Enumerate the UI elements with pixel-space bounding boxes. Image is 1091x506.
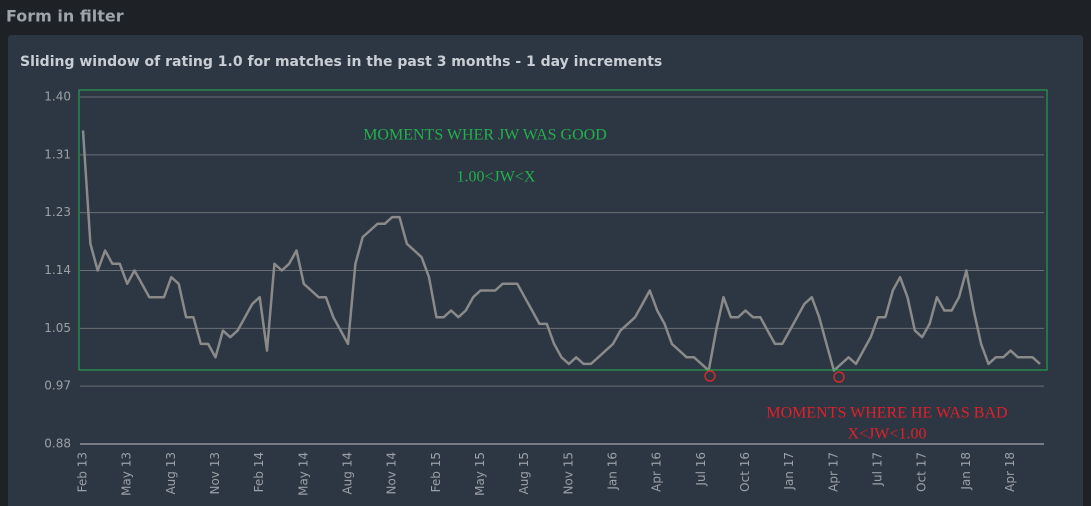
good-region-box: [78, 89, 1048, 371]
x-tick-label: Jan 18: [959, 452, 973, 491]
x-tick-label: Apr 16: [650, 452, 664, 492]
x-tick-label: Feb 15: [429, 452, 443, 492]
x-tick-label: Oct 16: [738, 452, 752, 492]
y-tick-label: 1.23: [44, 205, 71, 219]
x-tick-label: Aug 14: [341, 452, 355, 495]
x-tick-label: Jan 17: [782, 452, 796, 491]
x-tick-label: Apr 17: [826, 452, 840, 492]
y-tick-label: 1.05: [44, 321, 71, 335]
y-tick-label: 1.31: [44, 147, 71, 161]
x-tick-label: Feb 14: [252, 452, 266, 492]
x-tick-label: Aug 15: [517, 452, 531, 495]
x-tick-label: Jan 16: [606, 452, 620, 491]
annotation: X<JW<1.00: [848, 426, 927, 443]
section-title: Form in filter: [6, 7, 124, 26]
x-tick-label: Apr 18: [1003, 452, 1017, 492]
plot: 0.88 0.97 1.05 1.14 1.23 1.31 1.40 Feb 13 May 13…: [44, 90, 1044, 496]
x-tick-label: Nov 15: [561, 452, 575, 495]
x-tick-label: Nov 14: [385, 452, 399, 495]
y-tick-label: 1.40: [44, 90, 71, 104]
x-tick-label: May 15: [473, 452, 487, 496]
line-series: [81, 130, 1041, 372]
bad-marker: [833, 371, 845, 383]
y-tick-label: 1.14: [44, 263, 71, 277]
chart-title: Sliding window of rating 1.0 for matches…: [20, 54, 662, 70]
bad-marker: [704, 370, 716, 382]
x-tick-label: Aug 13: [164, 452, 178, 495]
y-tick-label: 0.97: [44, 379, 71, 393]
y-tick-label: 0.88: [44, 437, 71, 451]
x-tick-label: Nov 13: [208, 452, 222, 495]
x-tick-label: Jul 16: [694, 452, 708, 487]
x-tick-label: Feb 13: [76, 452, 90, 492]
x-tick-label: Jul 17: [871, 452, 885, 487]
x-tick-label: May 14: [296, 452, 310, 496]
x-tick-label: May 13: [120, 452, 134, 496]
annotation: MOMENTS WHER JW WAS GOOD: [363, 127, 607, 144]
annotation: 1.00<JW<X: [457, 169, 536, 186]
annotation: MOMENTS WHERE HE WAS BAD: [766, 405, 1007, 422]
x-tick-label: Oct 17: [915, 452, 929, 492]
